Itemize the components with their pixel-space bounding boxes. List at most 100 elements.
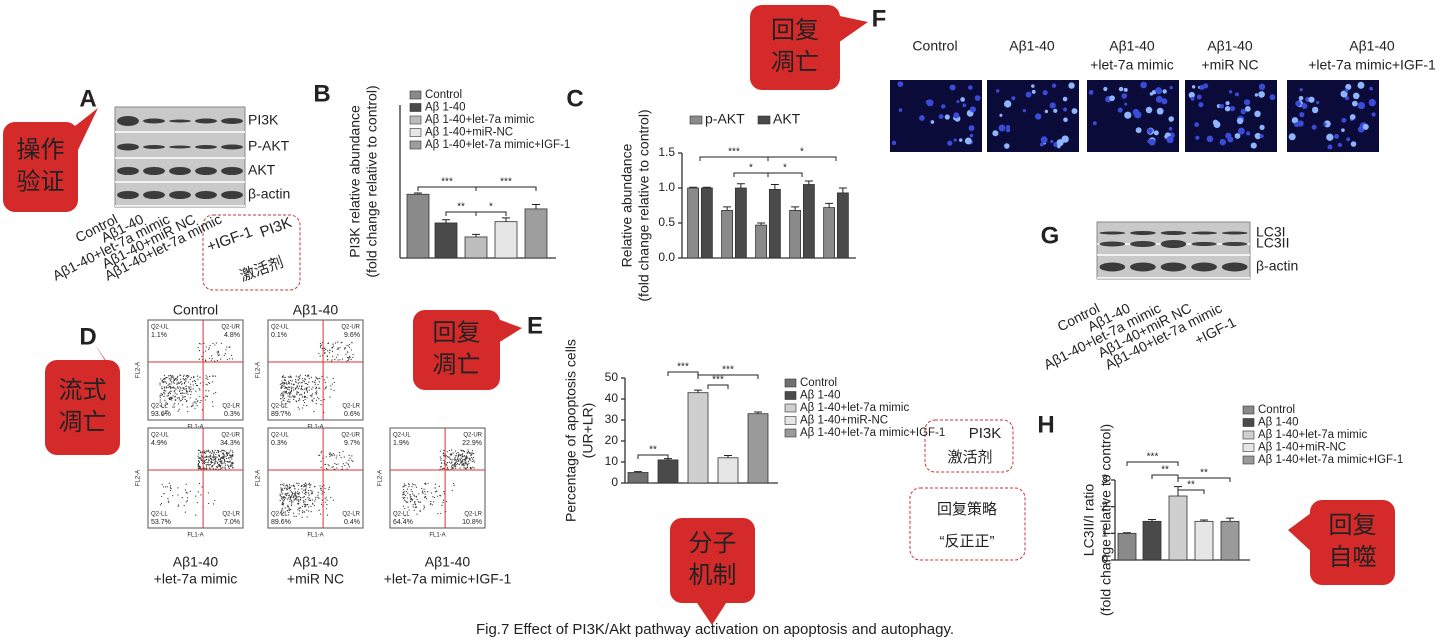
flow-event (282, 502, 284, 505)
flow-event (282, 395, 284, 397)
flow-event (473, 461, 476, 463)
blot-band (169, 167, 191, 175)
legend-label: Aβ 1-40+miR-NC (800, 415, 888, 427)
bar (406, 193, 430, 259)
flow-event (405, 484, 407, 486)
flow-event (181, 395, 183, 397)
flow-event (306, 509, 308, 511)
flow-event (288, 511, 290, 514)
flow-event (301, 516, 303, 518)
flow-event (289, 394, 291, 396)
flow-event (294, 388, 296, 390)
flow-event (281, 492, 283, 494)
flow-event (289, 391, 291, 393)
flow-event (284, 493, 286, 495)
flow-event (443, 459, 445, 461)
flow-event (315, 387, 318, 389)
flow-event (215, 391, 217, 394)
flow-event (298, 397, 300, 399)
nucleus (1236, 117, 1244, 125)
flow-x-axis: FL1-A (187, 533, 203, 539)
flow-event (452, 459, 454, 461)
flow-event (299, 374, 301, 376)
bar (717, 457, 739, 484)
y-axis-label: (UR+LR) (580, 403, 596, 459)
flow-event (174, 396, 176, 398)
flow-event (332, 466, 334, 468)
flow-event (170, 398, 173, 400)
flow-event (185, 491, 187, 494)
flow-event (229, 460, 231, 462)
flow-event (311, 502, 314, 504)
significance-bracket (1126, 461, 1179, 466)
callout-pointer (1288, 510, 1315, 555)
flow-event (318, 352, 320, 355)
flow-event (281, 502, 284, 504)
flow-event (279, 494, 281, 497)
flow-event (288, 497, 290, 499)
flow-event (288, 487, 290, 489)
flow-event (290, 504, 293, 507)
flow-event (176, 383, 178, 385)
flow-event (179, 386, 181, 388)
flow-event (316, 392, 318, 394)
bar (1142, 520, 1162, 561)
significance-label: *** (712, 375, 724, 386)
flow-event (304, 396, 306, 399)
flow-event (303, 404, 305, 406)
flow-event (224, 464, 227, 467)
nucleus (1311, 106, 1319, 114)
flow-event (466, 452, 468, 454)
nucleus (964, 137, 972, 145)
blot-band (195, 167, 217, 175)
flow-event (181, 382, 183, 385)
flow-event (223, 455, 225, 458)
flow-event (287, 504, 289, 506)
flow-event (198, 342, 201, 345)
legend-swatch (1242, 443, 1255, 452)
nucleus (930, 120, 935, 124)
legend-swatch (784, 416, 797, 425)
flow-event (192, 384, 194, 386)
flow-event (301, 510, 303, 512)
nucleus (1219, 103, 1225, 109)
flow-event (164, 405, 166, 407)
flow-event (329, 452, 331, 454)
flow-event (181, 404, 184, 406)
flow-event (440, 457, 442, 459)
flow-event (347, 351, 349, 353)
flow-event (176, 393, 178, 395)
flow-event (213, 459, 215, 461)
flow-event (198, 388, 200, 390)
flow-event (217, 465, 219, 467)
flow-event (219, 458, 221, 460)
nucleus (1311, 124, 1317, 130)
flow-event (323, 349, 325, 352)
error-bar (754, 411, 762, 414)
flow-event (453, 484, 455, 486)
flow-event (186, 497, 189, 499)
flow-event (232, 453, 234, 456)
legend-label: Aβ 1-40 (425, 102, 466, 114)
flow-event (179, 389, 181, 391)
flow-event (208, 463, 210, 465)
flow-event (448, 461, 450, 463)
flow-event (221, 462, 223, 465)
flow-event (328, 486, 330, 488)
flow-event (218, 458, 220, 460)
flow-event (331, 466, 333, 468)
flow-event (172, 386, 175, 388)
flow-event (224, 463, 226, 465)
flow-event (337, 348, 340, 350)
flow-event (300, 387, 302, 389)
flow-event (458, 454, 460, 457)
flow-event (462, 450, 464, 452)
flow-event (402, 486, 404, 488)
flow-event (192, 381, 194, 383)
flow-event (315, 403, 317, 405)
flow-event (291, 494, 294, 496)
flow-event (290, 509, 292, 511)
flow-event (288, 386, 291, 388)
flow-event (285, 387, 287, 389)
bar (1194, 520, 1214, 561)
